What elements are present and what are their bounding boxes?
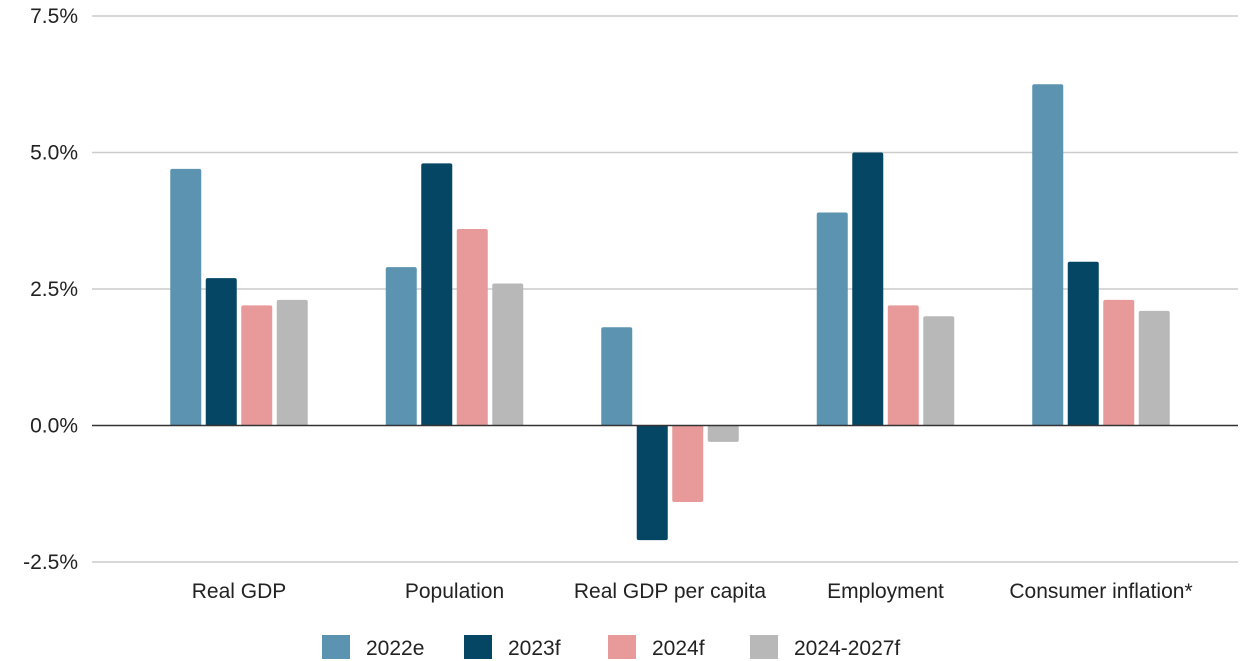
category-label: Real GDP per capita (574, 580, 767, 603)
y-tick-label: 0.0% (30, 415, 78, 438)
legend-swatch (322, 635, 350, 659)
y-tick-label: 2.5% (30, 278, 78, 301)
x-axis-category-labels: Real GDP Population Real GDP per capita Emp… (192, 580, 1193, 603)
y-axis-tick-labels: -2.5% 0.0% 2.5% 5.0% 7.5% (23, 5, 78, 574)
bar-2022e-real-gdp-per-capita (601, 327, 633, 426)
legend-swatch (750, 635, 778, 659)
bar-2023f-consumer-inflation (1067, 261, 1099, 426)
bar-2024-2027f-consumer-inflation (1138, 310, 1170, 426)
bar-2024f-consumer-inflation (1103, 299, 1135, 426)
bar-2024-2027f-real-gdp (276, 299, 308, 426)
bar-2024-2027f-population (492, 283, 524, 426)
bar-2024f-employment (887, 305, 919, 426)
category-label: Consumer inflation* (1009, 580, 1192, 603)
legend: 2022e 2023f 2024f 2024-2027f (322, 635, 900, 660)
legend-swatch (464, 635, 492, 659)
legend-label: 2023f (508, 637, 561, 660)
y-tick-label: -2.5% (23, 551, 78, 574)
legend-swatch (608, 635, 636, 659)
y-tick-label: 5.0% (30, 142, 78, 165)
bar-2024-2027f-real-gdp-per-capita (707, 425, 739, 442)
legend-label: 2022e (366, 637, 424, 660)
category-label: Employment (827, 580, 944, 603)
category-label: Real GDP (192, 580, 287, 603)
legend-label: 2024-2027f (794, 637, 900, 660)
bar-2022e-consumer-inflation (1032, 84, 1064, 426)
bar-2024f-population (456, 228, 488, 426)
legend-label: 2024f (652, 637, 705, 660)
bar-2024f-real-gdp-per-capita (672, 425, 704, 502)
y-tick-label: 7.5% (30, 5, 78, 28)
bar-2024f-real-gdp (241, 305, 273, 426)
bars (170, 84, 1170, 541)
bar-2024-2027f-employment (923, 316, 955, 426)
bar-2022e-real-gdp (170, 168, 202, 426)
bar-2023f-population (421, 163, 453, 426)
category-label: Population (405, 580, 504, 603)
bar-2022e-population (385, 267, 417, 426)
bar-2022e-employment (816, 212, 848, 426)
bar-2023f-employment (852, 152, 884, 426)
bar-2023f-real-gdp (205, 278, 237, 426)
bar-2023f-real-gdp-per-capita (636, 425, 668, 541)
